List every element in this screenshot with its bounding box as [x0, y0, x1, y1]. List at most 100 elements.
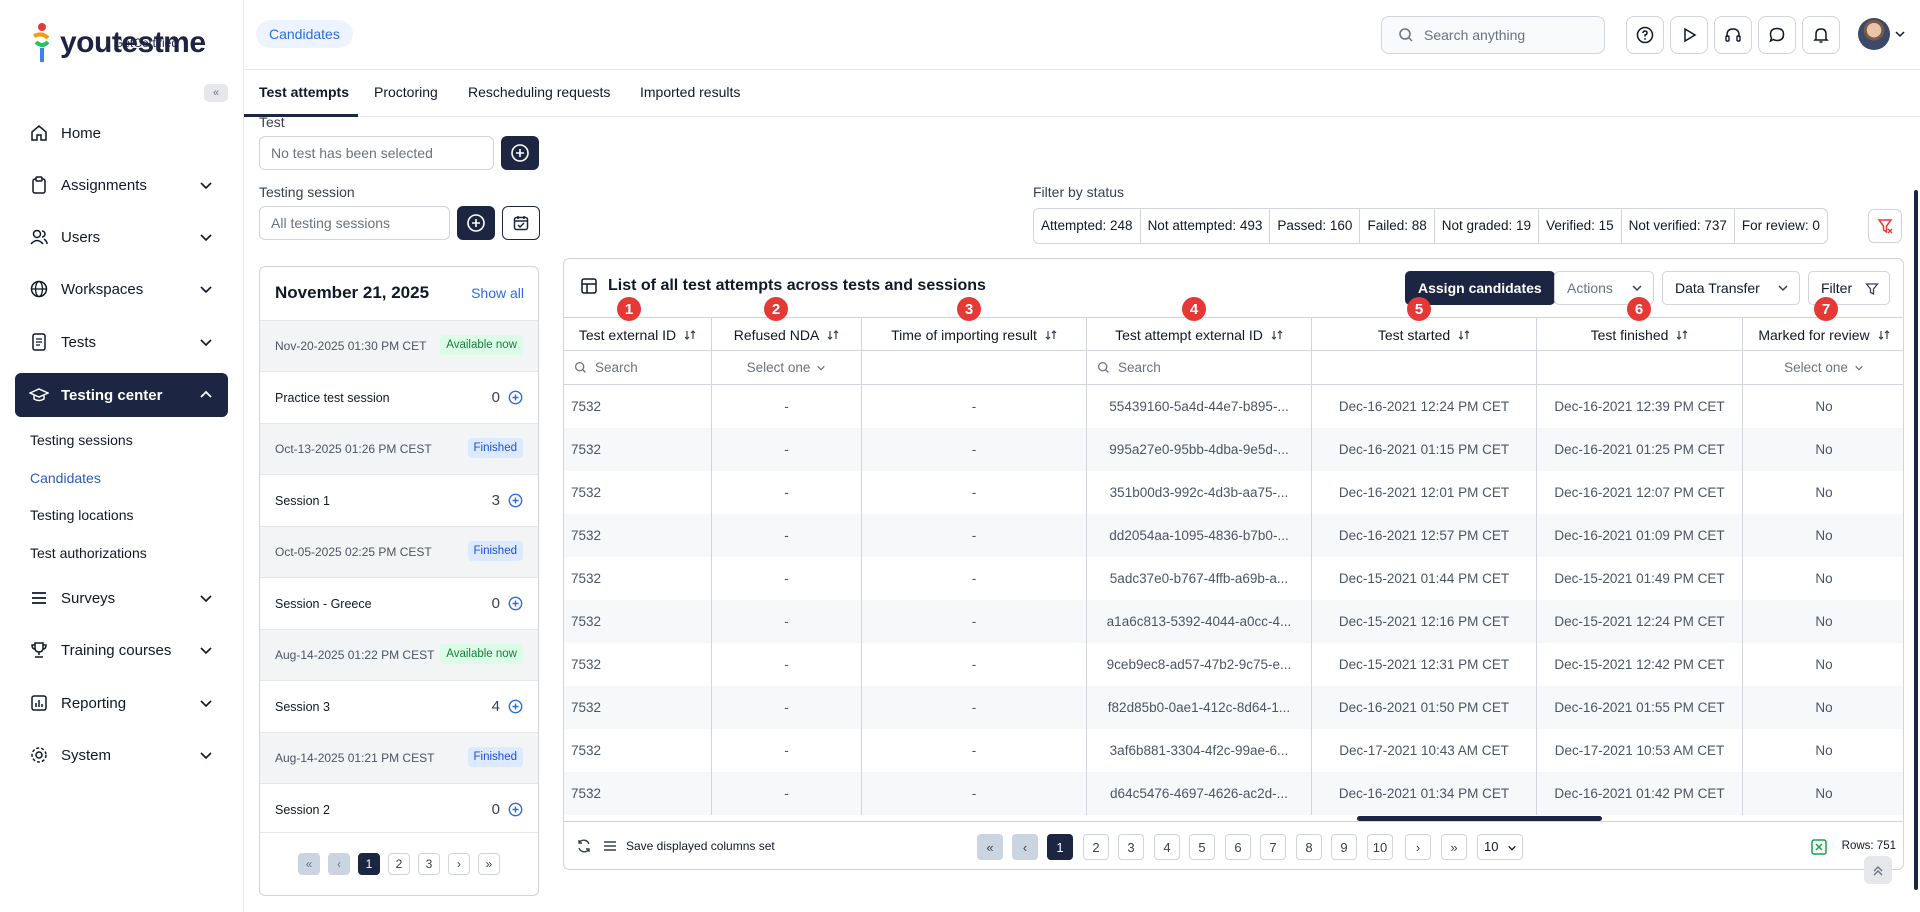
status-attempted[interactable]: Attempted: 248	[1034, 209, 1141, 243]
tab-rescheduling-requests[interactable]: Rescheduling requests	[468, 84, 611, 100]
prev-page-button[interactable]: ‹	[328, 853, 350, 875]
attempt-external-id-search[interactable]: Search	[1087, 351, 1312, 384]
status-not-verified[interactable]: Not verified: 737	[1622, 209, 1735, 243]
nav-system[interactable]: System	[15, 733, 228, 777]
add-candidate-icon[interactable]	[508, 390, 523, 405]
add-candidate-icon[interactable]	[508, 699, 523, 714]
add-test-button[interactable]	[501, 136, 539, 170]
page-button[interactable]: 7	[1260, 834, 1286, 860]
table-row[interactable]: 7532- -995a27e0-95bb-4dba-9e5d-... Dec-16-…	[564, 428, 1903, 471]
chat-button[interactable]	[1758, 16, 1796, 54]
support-button[interactable]	[1714, 16, 1752, 54]
next-page-button[interactable]: ›	[1405, 834, 1431, 860]
session-item[interactable]: Practice test session 0	[260, 371, 538, 423]
notifications-button[interactable]	[1802, 16, 1840, 54]
subnav-testing-sessions[interactable]: Testing sessions	[30, 432, 133, 448]
nav-home[interactable]: Home	[15, 111, 228, 155]
clear-filter-button[interactable]	[1868, 209, 1902, 243]
excel-export-icon[interactable]	[1810, 838, 1828, 856]
column-header-time-of-importing-result[interactable]: Time of importing result	[862, 318, 1087, 351]
horizontal-scrollbar[interactable]	[1357, 816, 1602, 821]
table-row[interactable]: 7532- -351b00d3-992c-4d3b-aa75-... Dec-16-…	[564, 471, 1903, 514]
test-external-id-search[interactable]: Search	[564, 351, 712, 384]
avatar[interactable]	[1858, 18, 1890, 50]
page-button[interactable]: 1	[1047, 834, 1073, 860]
next-page-button[interactable]: ›	[448, 853, 470, 875]
scroll-to-top-button[interactable]	[1864, 856, 1892, 884]
calendar-button[interactable]	[502, 206, 540, 240]
breadcrumb[interactable]: Candidates	[256, 20, 353, 48]
table-row[interactable]: 7532- - d64c5476-4697-4626-ac2d-... Dec-16-…	[564, 772, 1903, 815]
prev-page-button[interactable]: ‹	[1012, 834, 1038, 860]
nav-testing-center[interactable]: Testing center	[15, 373, 228, 417]
page-button[interactable]: 3	[1118, 834, 1144, 860]
table-row[interactable]: 7532- -5adc37e0-b767-4ffb-a69b-a... Dec-15…	[564, 557, 1903, 600]
nav-assignments[interactable]: Assignments	[15, 163, 228, 207]
tab-imported-results[interactable]: Imported results	[640, 84, 741, 100]
play-button[interactable]	[1670, 16, 1708, 54]
filter-button[interactable]: Filter	[1808, 271, 1890, 305]
marked-for-review-select[interactable]: Select one	[1743, 351, 1903, 384]
refused-nda-select[interactable]: Select one	[712, 351, 862, 384]
status-not-attempted[interactable]: Not attempted: 493	[1141, 209, 1271, 243]
page-button[interactable]: 6	[1225, 834, 1251, 860]
first-page-button[interactable]: «	[298, 853, 320, 875]
nav-users[interactable]: Users	[15, 215, 228, 259]
chevron-down-icon[interactable]	[1894, 28, 1906, 40]
status-not-graded[interactable]: Not graded: 19	[1435, 209, 1540, 243]
page-button[interactable]: 9	[1331, 834, 1357, 860]
nav-tests[interactable]: Tests	[15, 320, 228, 364]
column-header-refused-nda[interactable]: Refused NDA	[712, 318, 862, 351]
tab-test-attempts[interactable]: Test attempts	[259, 84, 349, 100]
global-search-input[interactable]: Search anything	[1381, 16, 1605, 54]
collapse-sidebar-button[interactable]: «	[204, 84, 228, 102]
last-page-button[interactable]: »	[478, 853, 500, 875]
page-button[interactable]: 5	[1189, 834, 1215, 860]
page-button[interactable]: 4	[1154, 834, 1180, 860]
subnav-test-authorizations[interactable]: Test authorizations	[30, 545, 147, 561]
add-candidate-icon[interactable]	[508, 493, 523, 508]
first-page-button[interactable]: «	[977, 834, 1003, 860]
nav-reporting[interactable]: Reporting	[15, 681, 228, 725]
table-row[interactable]: 7532- -3af6b881-3304-4f2c-99ae-6... Dec-17…	[564, 729, 1903, 772]
column-header-test-started[interactable]: Test started	[1312, 318, 1537, 351]
rows-per-page-select[interactable]: 10	[1477, 834, 1523, 860]
session-item[interactable]: Session 2 0	[260, 783, 538, 835]
table-row[interactable]: 7532- -9ceb9ec8-ad57-47b2-9c75-e... Dec-15…	[564, 643, 1903, 686]
page-button[interactable]: 3	[418, 853, 440, 875]
page-button[interactable]: 10	[1367, 834, 1393, 860]
status-verified[interactable]: Verified: 15	[1539, 209, 1622, 243]
column-header-test-attempt-external-id[interactable]: Test attempt external ID	[1087, 318, 1312, 351]
table-row[interactable]: 7532- - f82d85b0-0ae1-412c-8d64-1... Dec-16…	[564, 686, 1903, 729]
session-item[interactable]: Session - Greece 0	[260, 577, 538, 629]
save-columns-link[interactable]: Save displayed columns set	[626, 839, 775, 853]
show-all-link[interactable]: Show all	[471, 285, 524, 301]
page-button[interactable]: 1	[358, 853, 380, 875]
tab-proctoring[interactable]: Proctoring	[374, 84, 438, 100]
status-passed[interactable]: Passed: 160	[1270, 209, 1361, 243]
column-header-test-finished[interactable]: Test finished	[1537, 318, 1743, 351]
assign-candidates-button[interactable]: Assign candidates	[1405, 271, 1555, 305]
table-row[interactable]: 7532- - dd2054aa-1095-4836-b7b0-... Dec-16-…	[564, 514, 1903, 557]
add-session-button[interactable]	[457, 206, 495, 240]
page-button[interactable]: 8	[1296, 834, 1322, 860]
vertical-scrollbar[interactable]	[1914, 190, 1918, 890]
subnav-testing-locations[interactable]: Testing locations	[30, 507, 134, 523]
nav-training-courses[interactable]: Training courses	[15, 628, 228, 672]
add-candidate-icon[interactable]	[508, 596, 523, 611]
column-header-marked-for-review[interactable]: Marked for review	[1743, 318, 1903, 351]
last-page-button[interactable]: »	[1441, 834, 1467, 860]
page-button[interactable]: 2	[1083, 834, 1109, 860]
test-select-input[interactable]: No test has been selected	[259, 136, 494, 170]
column-header-test-external-id[interactable]: Test external ID	[564, 318, 712, 351]
status-failed[interactable]: Failed: 88	[1360, 209, 1435, 243]
help-button[interactable]	[1626, 16, 1664, 54]
nav-workspaces[interactable]: Workspaces	[15, 267, 228, 311]
table-row[interactable]: 7532- -55439160-5a4d-44e7-b895-... Dec-16-…	[564, 385, 1903, 428]
refresh-icon[interactable]	[576, 838, 592, 854]
table-row[interactable]: 7532- - a1a6c813-5392-4044-a0cc-4... Dec-15…	[564, 600, 1903, 643]
subnav-candidates[interactable]: Candidates	[30, 470, 101, 486]
session-item[interactable]: Session 1 3	[260, 474, 538, 526]
columns-menu-icon[interactable]	[602, 838, 618, 854]
add-candidate-icon[interactable]	[508, 802, 523, 817]
